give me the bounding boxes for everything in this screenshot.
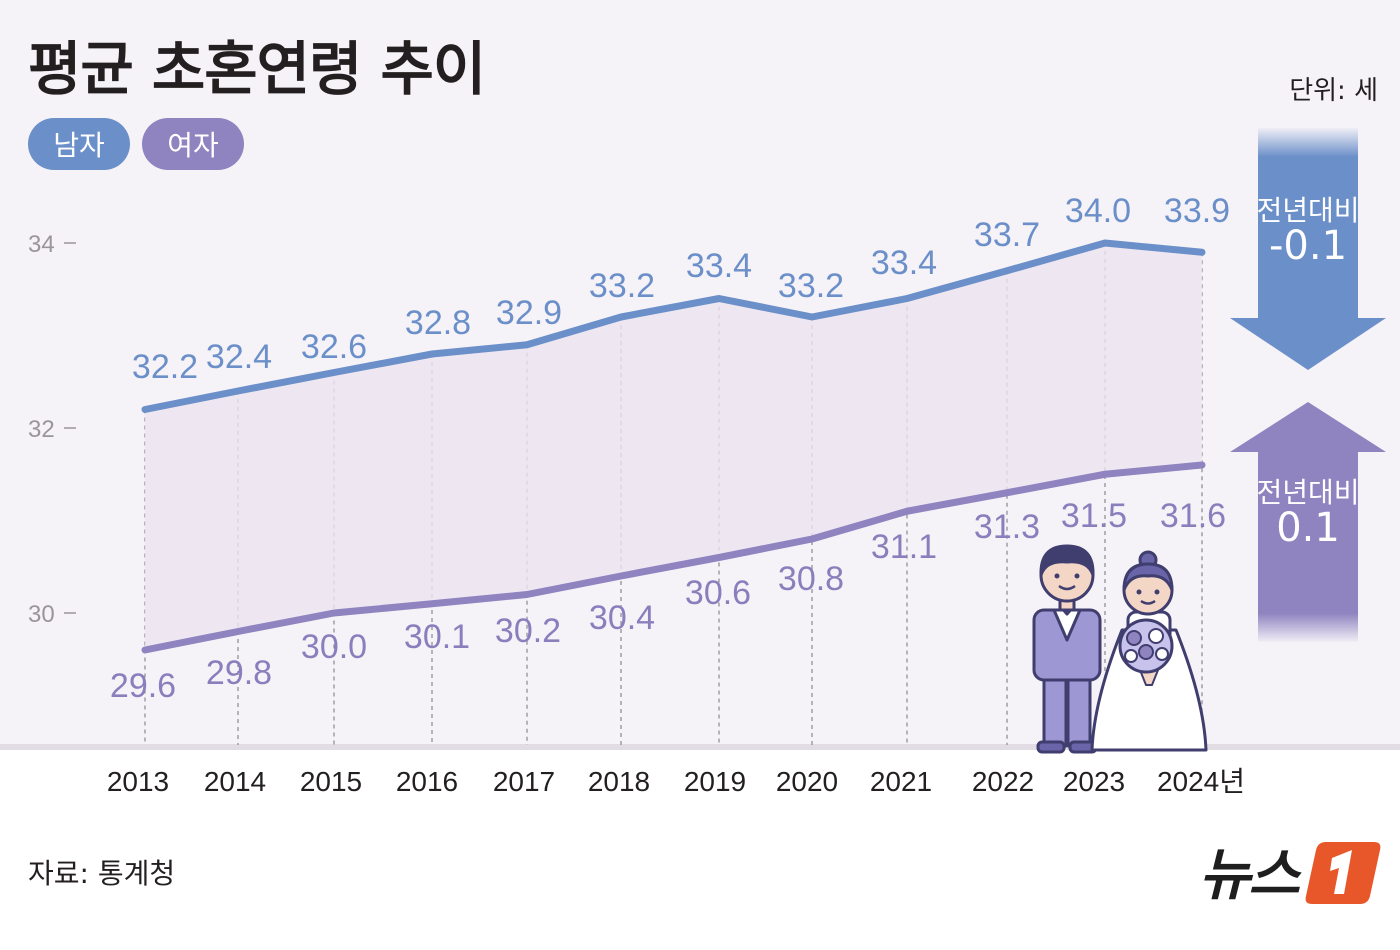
x-tick-label: 2014 (204, 766, 266, 797)
x-tick-label: 2017 (493, 766, 555, 797)
data-label-male: 33.7 (974, 216, 1040, 254)
x-tick-label: 2022 (972, 766, 1034, 797)
data-label-female: 30.2 (495, 612, 561, 650)
female-change-value: 0.1 (1276, 505, 1340, 552)
data-label-female: 31.3 (974, 508, 1040, 546)
page-title: 평균 초혼연령 추이 (28, 35, 486, 103)
baseline-area (0, 750, 1400, 950)
baseline-shadow (0, 744, 1400, 752)
x-tick-label: 2016 (396, 766, 458, 797)
data-label-female: 30.1 (404, 618, 470, 656)
data-label-male: 33.4 (686, 247, 752, 285)
y-tick-label: 34 (28, 231, 55, 258)
data-label-female: 31.5 (1061, 497, 1127, 535)
data-label-male: 32.2 (132, 348, 198, 386)
male-change-value: -0.1 (1268, 223, 1348, 270)
logo-wordmark: 뉴스 (1198, 843, 1300, 908)
male-change-box: 전년대비 -0.1 (1250, 194, 1366, 270)
data-label-female: 30.8 (778, 560, 844, 598)
data-label-female: 30.0 (301, 628, 367, 666)
x-tick-label: 2023 (1063, 766, 1125, 797)
x-tick-label: 2020 (776, 766, 838, 797)
x-tick-label: 2018 (588, 766, 650, 797)
x-tick-label: 2013 (107, 766, 169, 797)
data-label-female: 30.6 (685, 574, 751, 612)
female-change-arrow (1230, 402, 1386, 642)
legend-female: 여자 (142, 118, 244, 170)
data-label-male: 33.4 (871, 244, 937, 282)
groom-figure (1032, 544, 1102, 754)
y-tick-label: 32 (28, 416, 55, 443)
x-tick-label: 2019 (684, 766, 746, 797)
data-label-male: 32.4 (206, 338, 272, 376)
y-tick-label: 30 (28, 601, 55, 628)
gap-band (145, 243, 1202, 650)
brand-logo: 뉴스 (1199, 830, 1382, 911)
data-label-male: 32.8 (405, 304, 471, 342)
legend-male-label: 남자 (53, 129, 105, 162)
x-tick-label: 2024년 (1157, 766, 1245, 797)
wedding-couple-illustration (1032, 544, 1208, 754)
male-change-arrow (1230, 128, 1386, 370)
source-note: 자료: 통계청 (28, 857, 176, 890)
male-change-label: 전년대비 (1256, 194, 1360, 227)
data-label-male: 33.2 (589, 267, 655, 305)
series-line-male (141, 239, 1206, 413)
legend-female-label: 여자 (167, 129, 219, 162)
series-line-female (141, 461, 1206, 654)
data-label-male: 33.2 (778, 267, 844, 305)
logo-one-mark-icon (1305, 841, 1381, 904)
data-label-male: 33.9 (1164, 192, 1230, 230)
data-label-female: 31.6 (1160, 497, 1226, 535)
data-label-female: 29.6 (110, 667, 176, 705)
legend-male: 남자 (28, 118, 130, 170)
data-label-male: 32.6 (301, 328, 367, 366)
unit-label: 단위: 세 (1289, 76, 1378, 106)
data-label-male: 34.0 (1065, 192, 1131, 230)
female-change-label: 전년대비 (1256, 476, 1360, 509)
data-label-female: 31.1 (871, 528, 937, 566)
bride-figure (1090, 550, 1208, 752)
x-tick-label: 2015 (300, 766, 362, 797)
data-label-female: 30.4 (589, 599, 655, 637)
x-tick-label: 2021 (870, 766, 932, 797)
female-change-box: 전년대비 0.1 (1250, 476, 1366, 552)
data-label-female: 29.8 (206, 654, 272, 692)
data-label-male: 32.9 (496, 294, 562, 332)
